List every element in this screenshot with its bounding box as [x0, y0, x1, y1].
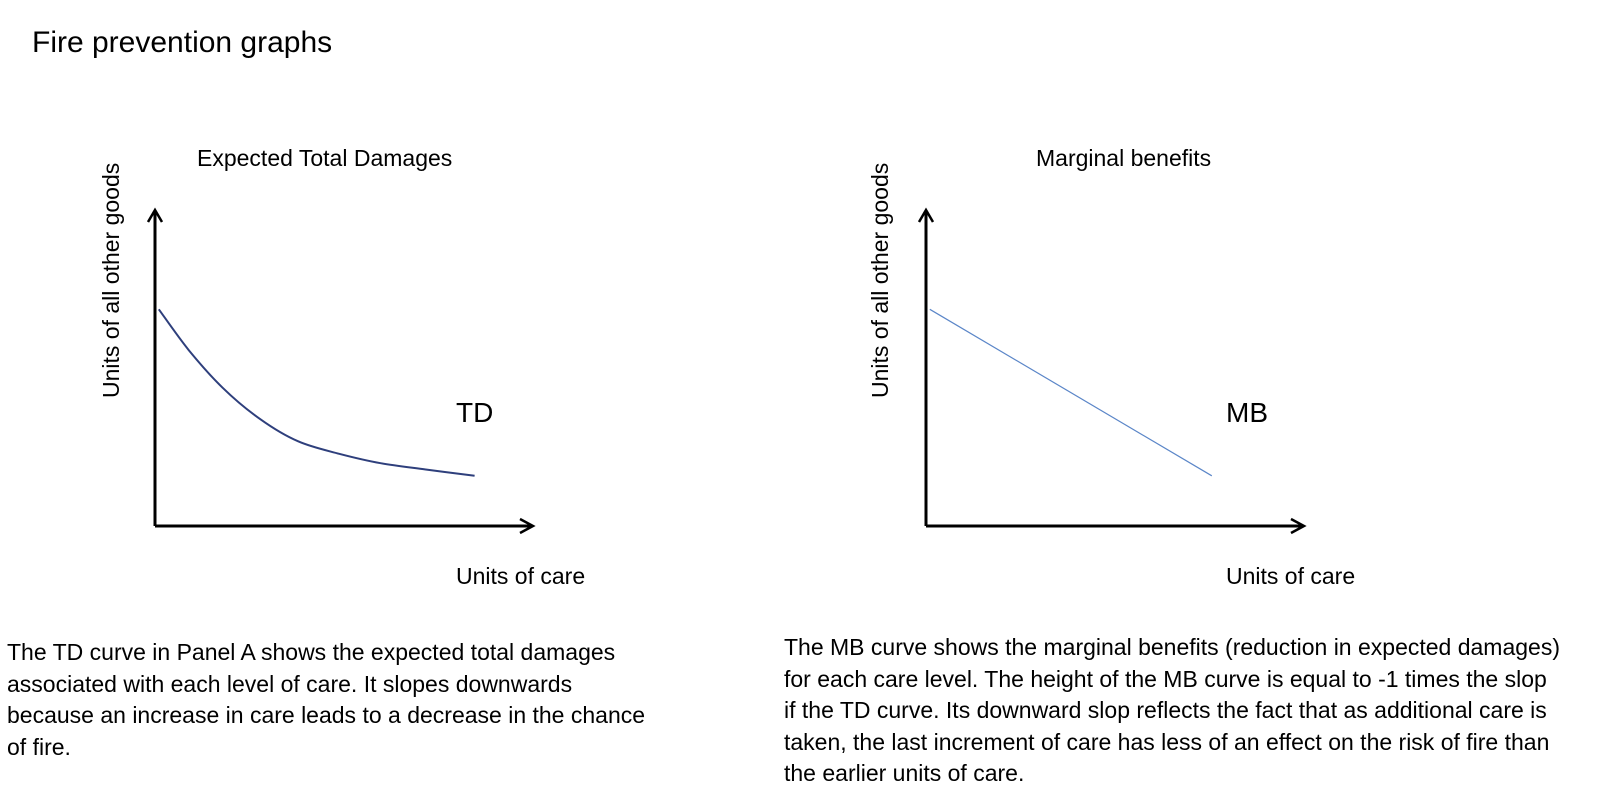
panel-b-axes [917, 207, 1307, 535]
page-title: Fire prevention graphs [32, 26, 333, 59]
panel-a-y-axis-arrowhead [146, 207, 164, 223]
panel-b-title: Marginal benefits [1036, 145, 1212, 171]
panel-a-title: Expected Total Damages [197, 145, 453, 171]
panel-a-x-axis-label: Units of care [456, 563, 586, 589]
panel-a-caption: The TD curve in Panel A shows the expect… [7, 639, 646, 760]
td-curve [157, 308, 475, 477]
mb-curve [929, 308, 1213, 477]
panel-b-y-axis-arrowhead [917, 207, 935, 223]
panel-a-x-axis-arrowhead [519, 517, 536, 535]
td-curve-label: TD [456, 397, 494, 428]
panel-a-axes [146, 207, 536, 535]
panel-b-caption: The MB curve shows the marginal benefits… [784, 634, 1561, 786]
panel-b-x-axis-arrowhead [1290, 517, 1307, 535]
mb-curve-label: MB [1226, 397, 1268, 428]
panel-b-x-axis-label: Units of care [1226, 563, 1356, 589]
